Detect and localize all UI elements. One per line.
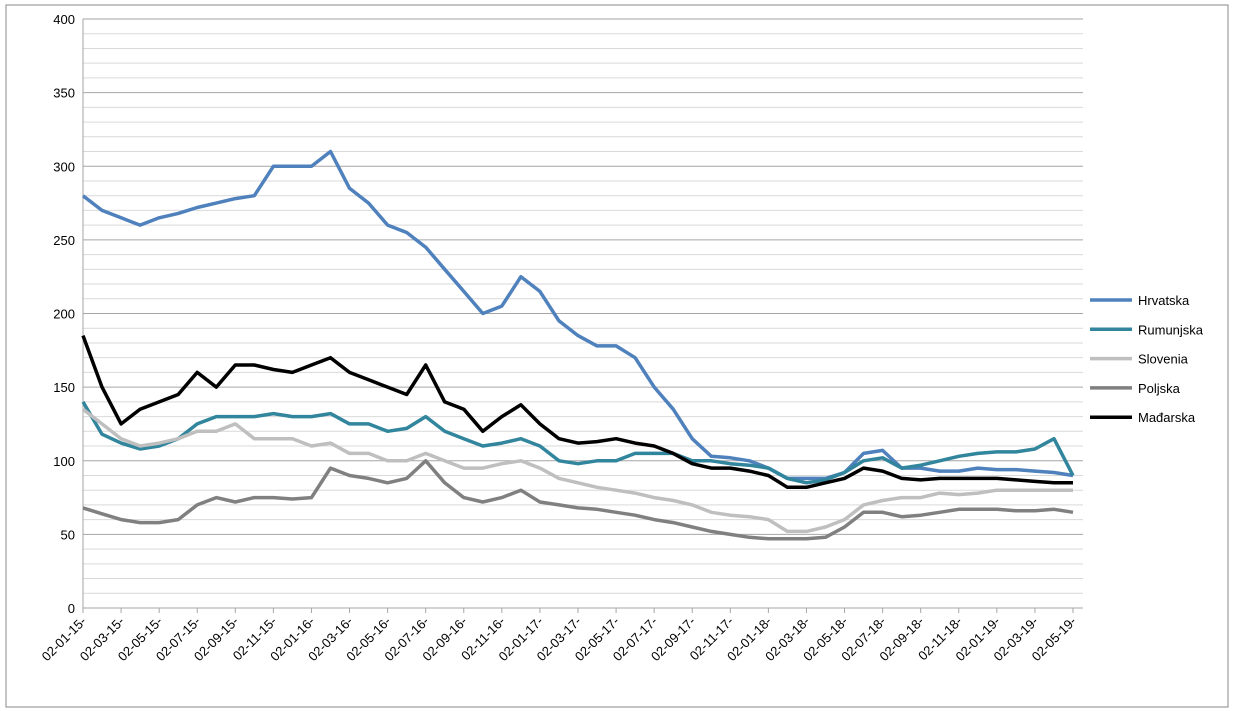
series-line (81, 334, 1073, 490)
series-line (81, 401, 1075, 485)
y-tick-label: 350 (53, 86, 75, 101)
y-tick-label: 250 (53, 233, 75, 248)
y-tick-label: 400 (53, 12, 75, 27)
y-tick-label: 0 (68, 601, 75, 616)
legend-label: Hrvatska (1138, 293, 1190, 308)
series-line (81, 149, 1074, 481)
y-tick-label: 100 (53, 454, 75, 469)
series-line (81, 407, 1073, 534)
legend-label: Slovenia (1138, 352, 1189, 367)
chart-border (5, 4, 1229, 708)
series-line (82, 459, 1074, 541)
legend-label: Rumunjska (1138, 322, 1204, 337)
legend-label: Mađarska (1138, 410, 1196, 425)
y-tick-label: 150 (53, 380, 75, 395)
y-tick-label: 50 (61, 527, 75, 542)
y-tick-label: 200 (53, 307, 75, 322)
y-tick-label: 300 (53, 159, 75, 174)
legend-label: Poljska (1138, 381, 1181, 396)
